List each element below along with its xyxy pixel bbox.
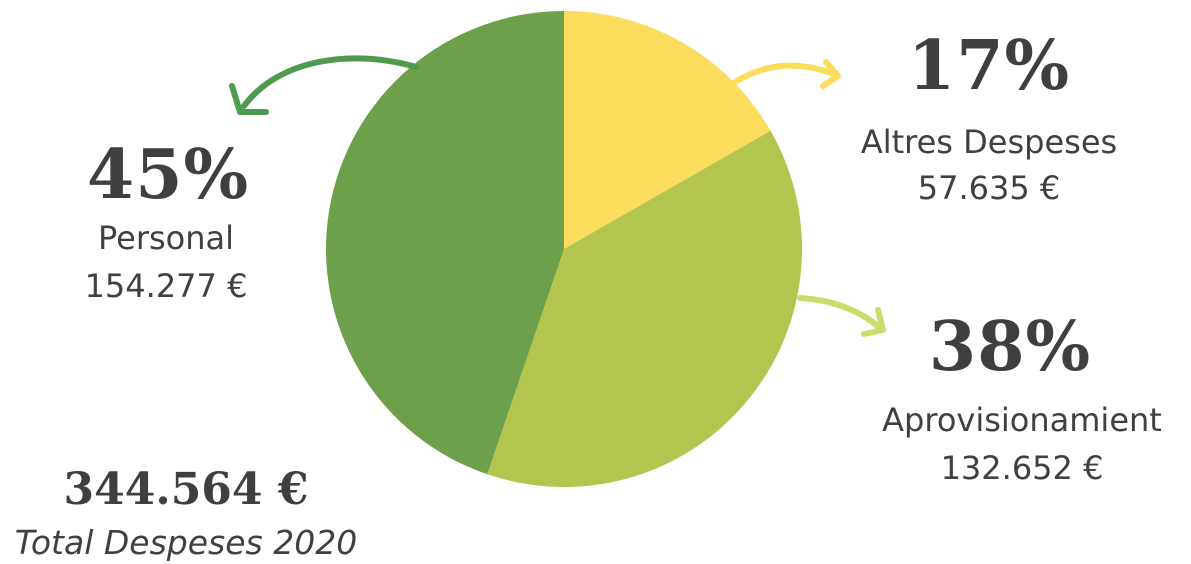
pie-slice-personal	[326, 11, 564, 475]
pie-slice-altres-despeses	[564, 11, 771, 249]
arrow-altres-despeses-head	[820, 59, 841, 89]
total-label: Total Despeses 2020	[14, 523, 358, 562]
arrow-aprovisionamient-head	[861, 307, 886, 337]
arrow-personal-head	[229, 83, 269, 115]
arrow-aprovisionamient	[797, 295, 883, 331]
personal-label: Personal	[97, 219, 235, 257]
personal-amount: 154.277 €	[84, 267, 248, 305]
altres-despeses-amount: 57.635 €	[917, 169, 1061, 207]
arrow-personal	[241, 55, 419, 109]
pie-slices	[326, 11, 803, 488]
altres-despeses-label: Altres Despeses	[860, 123, 1118, 161]
personal-percent: 45%	[86, 135, 250, 215]
altres-despeses-percent: 17%	[907, 26, 1071, 106]
aprovisionamient-percent: 38%	[928, 307, 1092, 387]
aprovisionamient-label: Aprovisionamient	[882, 401, 1162, 439]
arrow-altres-despeses	[732, 62, 838, 85]
callout-arrows	[229, 55, 886, 337]
pie-slice-aprovisionamient	[487, 130, 803, 488]
aprovisionamient-amount: 132.652 €	[940, 449, 1104, 487]
total-amount: 344.564 €	[63, 464, 309, 515]
